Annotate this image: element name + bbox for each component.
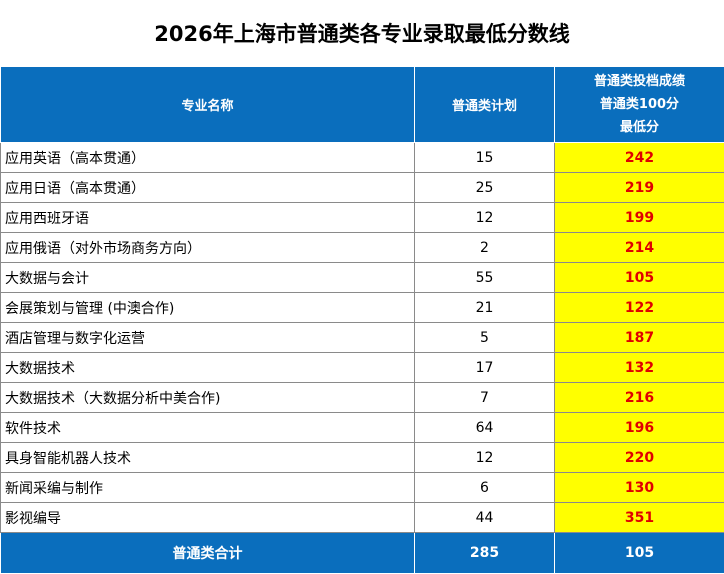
major-name-cell: 大数据技术（大数据分析中美合作)	[0, 382, 415, 413]
table-row: 大数据技术（大数据分析中美合作) 7 216	[0, 382, 724, 413]
header-min-score: 普通类投档成绩 普通类100分 最低分	[554, 66, 724, 143]
plan-cell: 55	[414, 262, 555, 293]
plan-cell: 44	[414, 502, 555, 533]
plan-cell: 7	[414, 382, 555, 413]
min-score-cell: 219	[554, 172, 724, 203]
total-plan: 285	[414, 532, 555, 574]
major-name-cell: 影视编导	[0, 502, 415, 533]
min-score-cell: 122	[554, 292, 724, 323]
major-name-cell: 应用英语（高本贯通）	[0, 142, 415, 173]
major-name-cell: 应用日语（高本贯通）	[0, 172, 415, 203]
total-row: 普通类合计 285 105	[0, 532, 724, 574]
header-score-line3: 最低分	[619, 120, 659, 135]
plan-cell: 6	[414, 472, 555, 503]
plan-cell: 5	[414, 322, 555, 353]
sheet-title: 2026年上海市普通类各专业录取最低分数线	[0, 0, 724, 67]
table-row: 应用俄语（对外市场商务方向） 2 214	[0, 232, 724, 263]
plan-cell: 15	[414, 142, 555, 173]
table-row: 应用日语（高本贯通） 25 219	[0, 172, 724, 203]
plan-cell: 21	[414, 292, 555, 323]
header-score-line1: 普通类投档成绩	[593, 74, 685, 89]
min-score-cell: 196	[554, 412, 724, 443]
table-row: 新闻采编与制作 6 130	[0, 472, 724, 503]
header-major-name: 专业名称	[0, 66, 415, 143]
plan-cell: 12	[414, 442, 555, 473]
major-name-cell: 酒店管理与数字化运营	[0, 322, 415, 353]
min-score-cell: 132	[554, 352, 724, 383]
header-row: 专业名称 普通类计划 普通类投档成绩 普通类100分 最低分	[0, 66, 724, 143]
header-plan: 普通类计划	[414, 66, 555, 143]
total-min-score: 105	[554, 532, 724, 574]
total-label: 普通类合计	[0, 532, 415, 574]
table-row: 软件技术 64 196	[0, 412, 724, 443]
min-score-cell: 187	[554, 322, 724, 353]
major-name-cell: 大数据与会计	[0, 262, 415, 293]
table-row: 大数据与会计 55 105	[0, 262, 724, 293]
table-row: 酒店管理与数字化运营 5 187	[0, 322, 724, 353]
major-name-cell: 应用西班牙语	[0, 202, 415, 233]
major-name-cell: 具身智能机器人技术	[0, 442, 415, 473]
plan-cell: 12	[414, 202, 555, 233]
table-row: 影视编导 44 351	[0, 502, 724, 533]
min-score-cell: 242	[554, 142, 724, 173]
table-row: 大数据技术 17 132	[0, 352, 724, 383]
plan-cell: 64	[414, 412, 555, 443]
plan-cell: 25	[414, 172, 555, 203]
table-row: 会展策划与管理 (中澳合作) 21 122	[0, 292, 724, 323]
plan-cell: 17	[414, 352, 555, 383]
min-score-cell: 220	[554, 442, 724, 473]
major-name-cell: 大数据技术	[0, 352, 415, 383]
major-name-cell: 会展策划与管理 (中澳合作)	[0, 292, 415, 323]
min-score-cell: 214	[554, 232, 724, 263]
table-row: 具身智能机器人技术 12 220	[0, 442, 724, 473]
major-name-cell: 应用俄语（对外市场商务方向）	[0, 232, 415, 263]
min-score-cell: 130	[554, 472, 724, 503]
min-score-cell: 105	[554, 262, 724, 293]
score-table: 专业名称 普通类计划 普通类投档成绩 普通类100分 最低分 应用英语（高本贯通…	[0, 66, 724, 574]
min-score-cell: 199	[554, 202, 724, 233]
table-row: 应用英语（高本贯通） 15 242	[0, 142, 724, 173]
min-score-cell: 216	[554, 382, 724, 413]
major-name-cell: 新闻采编与制作	[0, 472, 415, 503]
min-score-cell: 351	[554, 502, 724, 533]
header-score-line2: 普通类100分	[599, 97, 680, 112]
table-row: 应用西班牙语 12 199	[0, 202, 724, 233]
plan-cell: 2	[414, 232, 555, 263]
major-name-cell: 软件技术	[0, 412, 415, 443]
